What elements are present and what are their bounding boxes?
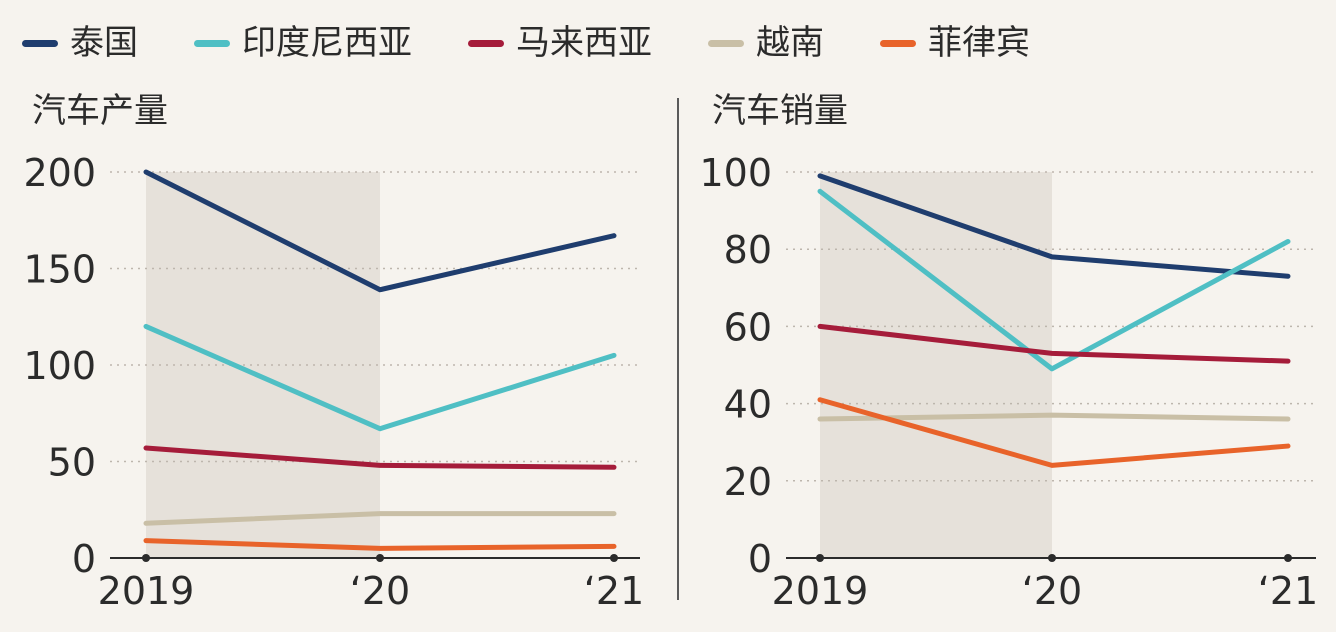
y-tick-label: 0	[748, 537, 772, 581]
legend-swatch	[194, 39, 230, 47]
legend-item: 菲律宾	[880, 26, 1030, 60]
x-tick-label: ‘20	[1022, 569, 1082, 613]
legend-label: 印度尼西亚	[242, 23, 412, 63]
legend-label: 菲律宾	[928, 23, 1030, 63]
series-line	[143, 323, 617, 432]
x-tick-mark	[1284, 554, 1292, 562]
x-tick-label: ‘21	[584, 569, 644, 613]
y-tick-label: 100	[23, 344, 96, 388]
y-tick-label: 40	[724, 383, 772, 427]
y-tick-label: 80	[724, 228, 772, 272]
y-tick-label: 60	[724, 305, 772, 349]
legend-swatch	[708, 39, 744, 47]
series-line	[143, 445, 617, 470]
series-line	[817, 173, 1291, 279]
series-line	[817, 412, 1291, 422]
y-tick-label: 150	[23, 248, 96, 292]
y-tick-label: 20	[724, 460, 772, 504]
chart-legend: 泰国 印度尼西亚 马来西亚 越南 菲律宾	[22, 18, 1086, 68]
panel-title: 汽车产量	[32, 91, 168, 131]
y-tick-label: 0	[72, 537, 96, 581]
series-line	[817, 397, 1291, 468]
series-line	[817, 188, 1291, 372]
series-line	[143, 169, 617, 293]
legend-label: 马来西亚	[516, 23, 652, 63]
y-tick-label: 100	[699, 151, 772, 195]
x-tick-label: ‘21	[1258, 569, 1318, 613]
legend-label: 越南	[756, 23, 824, 63]
y-tick-label: 50	[48, 441, 96, 485]
series-line	[817, 323, 1291, 364]
legend-item: 越南	[708, 26, 824, 60]
legend-item: 泰国	[22, 26, 138, 60]
x-tick-mark	[610, 554, 618, 562]
legend-item: 马来西亚	[468, 26, 652, 60]
series-line	[143, 511, 617, 526]
x-tick-mark	[376, 554, 384, 562]
y-tick-label: 200	[23, 151, 96, 195]
x-tick-label: ‘20	[350, 569, 410, 613]
legend-item: 印度尼西亚	[194, 26, 412, 60]
legend-label: 泰国	[70, 23, 138, 63]
x-tick-label: 2019	[772, 569, 869, 613]
legend-swatch	[22, 39, 58, 47]
legend-swatch	[468, 39, 504, 47]
legend-swatch	[880, 39, 916, 47]
x-tick-mark	[142, 554, 150, 562]
shaded-band	[820, 172, 1052, 558]
x-tick-mark	[1048, 554, 1056, 562]
x-tick-label: 2019	[98, 569, 195, 613]
x-tick-mark	[816, 554, 824, 562]
series-line	[143, 538, 617, 551]
panel-title: 汽车销量	[712, 91, 848, 131]
